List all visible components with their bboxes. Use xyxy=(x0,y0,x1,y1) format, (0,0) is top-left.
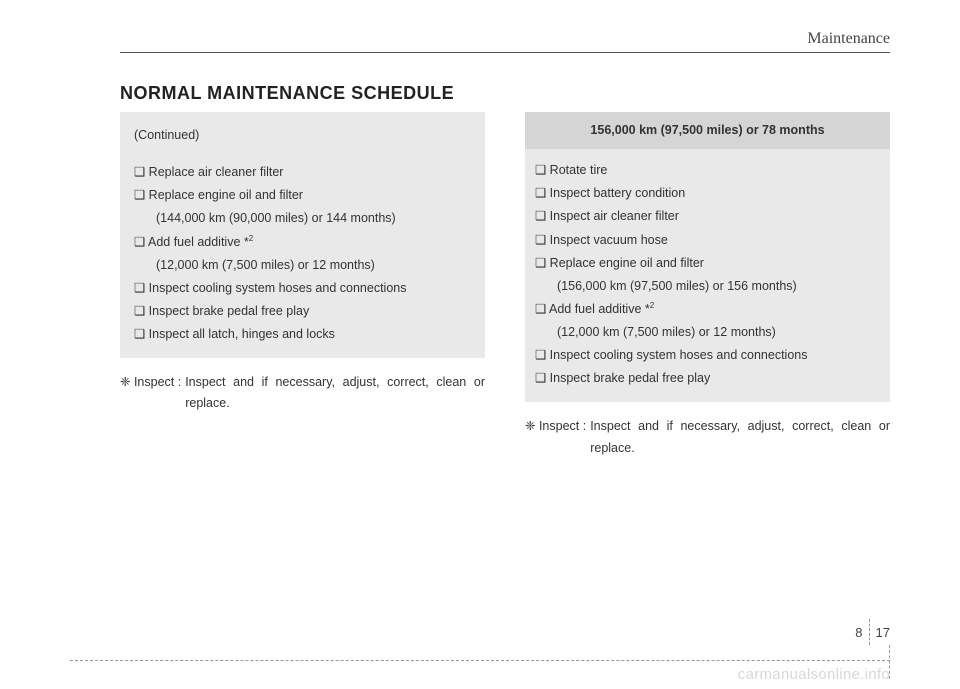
chapter-number: 8 xyxy=(855,625,868,640)
note-body: Inspect and if necessary, adjust, correc… xyxy=(590,416,890,459)
continued-label: (Continued) xyxy=(130,122,475,153)
right-box: 156,000 km (97,500 miles) or 78 months ❑… xyxy=(525,112,890,402)
list-item-text: ❑ Add fuel additive * xyxy=(535,302,650,316)
footer-dash-line xyxy=(70,660,890,661)
left-box-body: ❑ Replace air cleaner filter ❑ Replace e… xyxy=(130,153,475,346)
header-divider xyxy=(120,52,890,53)
note-body: Inspect and if necessary, adjust, correc… xyxy=(185,372,485,415)
watermark: carmanualsonline.info xyxy=(738,666,890,683)
manual-page: Maintenance NORMAL MAINTENANCE SCHEDULE … xyxy=(0,0,960,689)
list-subitem: (12,000 km (7,500 miles) or 12 months) xyxy=(134,254,471,277)
page-index: 17 xyxy=(870,625,890,640)
list-subitem: (156,000 km (97,500 miles) or 156 months… xyxy=(535,275,880,298)
right-column: 156,000 km (97,500 miles) or 78 months ❑… xyxy=(525,112,890,459)
left-column: (Continued) ❑ Replace air cleaner filter… xyxy=(120,112,485,459)
list-item: ❑ Rotate tire xyxy=(535,159,880,182)
list-item: ❑ Inspect air cleaner filter xyxy=(535,205,880,228)
note-lead: ❈ Inspect : xyxy=(525,416,586,459)
list-item: ❑ Add fuel additive *2 xyxy=(535,298,880,321)
list-item: ❑ Inspect battery condition xyxy=(535,182,880,205)
list-subitem: (144,000 km (90,000 miles) or 144 months… xyxy=(134,207,471,230)
list-item: ❑ Inspect brake pedal free play xyxy=(535,367,880,390)
list-item: ❑ Inspect all latch, hinges and locks xyxy=(134,323,471,346)
right-box-body: ❑ Rotate tire ❑ Inspect battery conditio… xyxy=(525,149,890,390)
page-number: 8 17 xyxy=(855,619,890,645)
list-item: ❑ Inspect brake pedal free play xyxy=(134,300,471,323)
list-item: ❑ Replace air cleaner filter xyxy=(134,161,471,184)
inspect-note: ❈ Inspect : Inspect and if necessary, ad… xyxy=(120,372,485,415)
list-item: ❑ Inspect cooling system hoses and conne… xyxy=(134,277,471,300)
list-item: ❑ Inspect vacuum hose xyxy=(535,229,880,252)
left-box: (Continued) ❑ Replace air cleaner filter… xyxy=(120,112,485,358)
list-item-text: ❑ Add fuel additive * xyxy=(134,235,249,249)
footnote-ref: 2 xyxy=(650,301,654,310)
page-title: NORMAL MAINTENANCE SCHEDULE xyxy=(120,83,890,104)
content-columns: (Continued) ❑ Replace air cleaner filter… xyxy=(120,112,890,459)
header-section: Maintenance xyxy=(120,30,890,48)
inspect-note: ❈ Inspect : Inspect and if necessary, ad… xyxy=(525,416,890,459)
right-box-header: 156,000 km (97,500 miles) or 78 months xyxy=(525,112,890,149)
note-lead: ❈ Inspect : xyxy=(120,372,181,415)
list-item: ❑ Replace engine oil and filter xyxy=(134,184,471,207)
list-item: ❑ Inspect cooling system hoses and conne… xyxy=(535,344,880,367)
list-item: ❑ Add fuel additive *2 xyxy=(134,231,471,254)
list-item: ❑ Replace engine oil and filter xyxy=(535,252,880,275)
list-subitem: (12,000 km (7,500 miles) or 12 months) xyxy=(535,321,880,344)
footnote-ref: 2 xyxy=(249,233,253,242)
